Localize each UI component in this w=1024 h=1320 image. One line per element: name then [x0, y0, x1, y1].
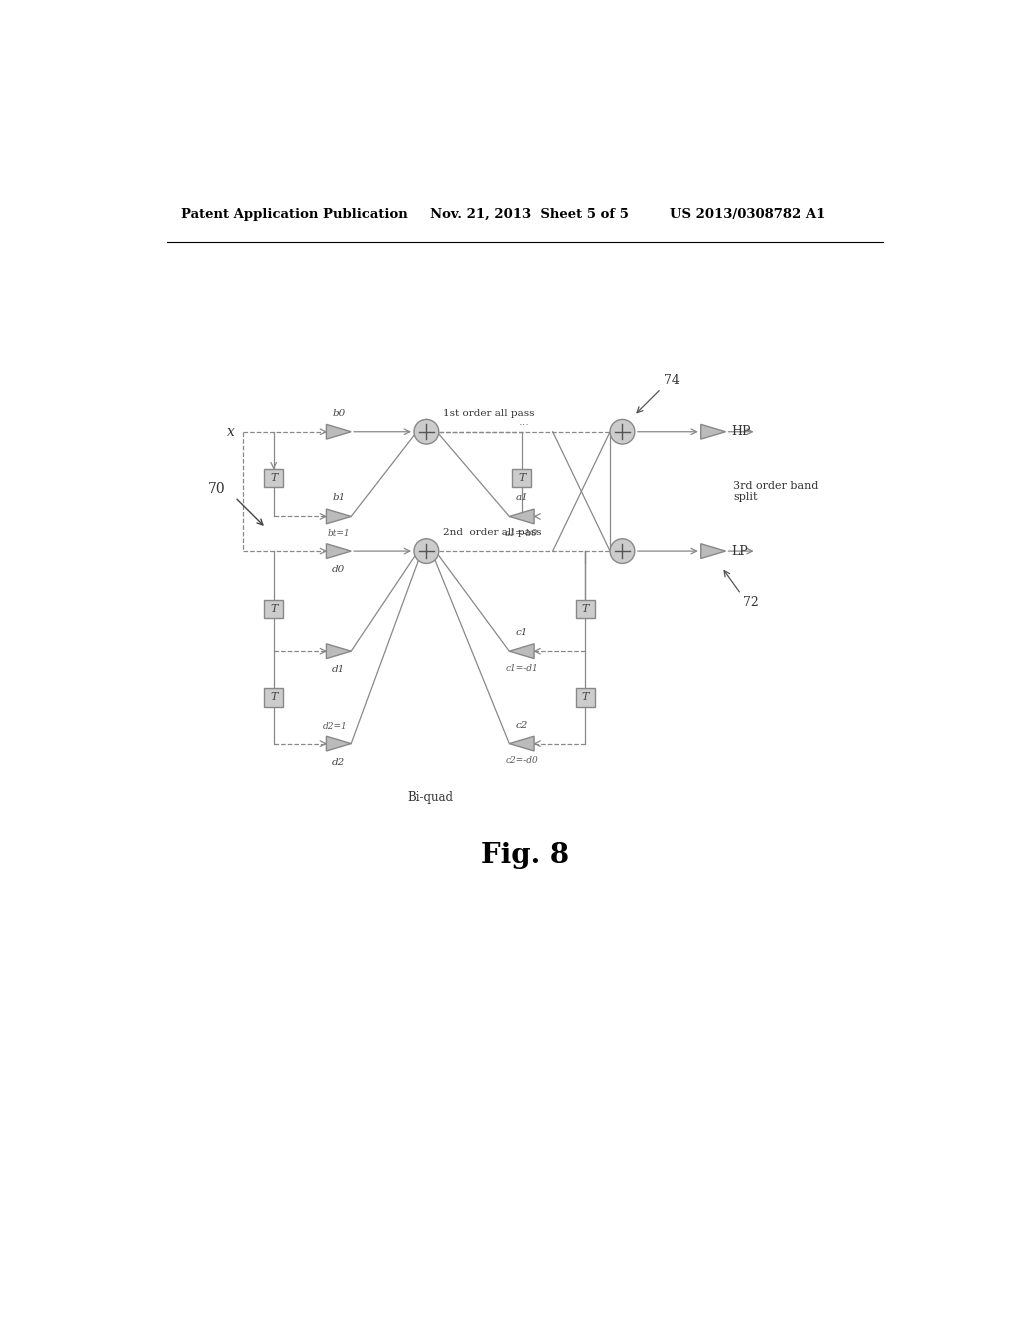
Circle shape [414, 539, 438, 564]
Circle shape [414, 420, 438, 444]
Circle shape [610, 539, 635, 564]
Polygon shape [327, 737, 351, 751]
Text: bt=1: bt=1 [328, 529, 350, 537]
Polygon shape [327, 510, 351, 524]
Text: T: T [582, 603, 589, 614]
FancyBboxPatch shape [264, 599, 283, 618]
Text: 3rd order band
split: 3rd order band split [733, 480, 818, 502]
Polygon shape [700, 424, 726, 440]
Text: b0: b0 [332, 409, 345, 417]
Polygon shape [509, 737, 535, 751]
Text: Fig. 8: Fig. 8 [480, 842, 569, 869]
Text: a1: a1 [515, 494, 528, 503]
Text: Nov. 21, 2013  Sheet 5 of 5: Nov. 21, 2013 Sheet 5 of 5 [430, 209, 629, 222]
Text: d2: d2 [332, 758, 345, 767]
Text: HP: HP [732, 425, 752, 438]
Text: d1: d1 [332, 665, 345, 675]
Text: c2: c2 [515, 721, 528, 730]
Text: ...: ... [519, 417, 529, 428]
Text: x: x [227, 425, 234, 438]
Text: 2nd  order all pass: 2nd order all pass [442, 528, 541, 537]
Polygon shape [700, 544, 726, 558]
Text: 70: 70 [208, 482, 225, 496]
Text: c1=-d1: c1=-d1 [505, 664, 538, 673]
Text: 74: 74 [664, 374, 679, 387]
Text: T: T [270, 603, 278, 614]
Text: LP: LP [732, 545, 749, 557]
Polygon shape [327, 424, 351, 440]
Polygon shape [327, 644, 351, 659]
Text: US 2013/0308782 A1: US 2013/0308782 A1 [671, 209, 826, 222]
FancyBboxPatch shape [575, 599, 595, 618]
Text: T: T [518, 473, 525, 483]
Text: b1: b1 [332, 494, 345, 503]
Text: d0: d0 [332, 565, 345, 574]
Polygon shape [327, 544, 351, 558]
Text: T: T [270, 473, 278, 483]
Text: 72: 72 [742, 595, 759, 609]
Text: T: T [582, 693, 589, 702]
Text: Bi-quad: Bi-quad [408, 791, 454, 804]
FancyBboxPatch shape [575, 688, 595, 706]
Text: c1: c1 [515, 628, 528, 638]
FancyBboxPatch shape [512, 469, 531, 487]
Text: Patent Application Publication: Patent Application Publication [180, 209, 408, 222]
Polygon shape [509, 510, 535, 524]
FancyBboxPatch shape [264, 688, 283, 706]
Text: T: T [270, 693, 278, 702]
Polygon shape [509, 644, 535, 659]
Text: d2=1: d2=1 [323, 722, 347, 731]
Text: 1st order all pass: 1st order all pass [442, 409, 535, 417]
FancyBboxPatch shape [264, 469, 283, 487]
Text: c2=-d0: c2=-d0 [505, 756, 538, 766]
Circle shape [610, 420, 635, 444]
Text: a1=-b0: a1=-b0 [505, 529, 539, 537]
